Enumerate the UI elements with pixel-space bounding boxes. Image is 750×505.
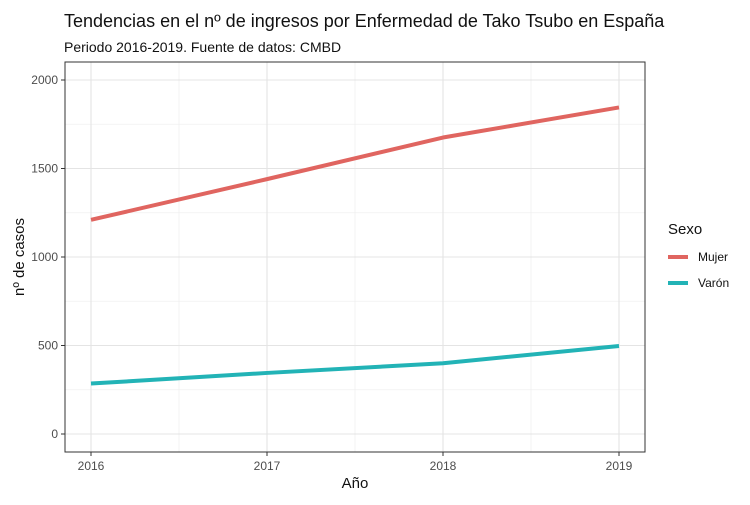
y-tick-label: 2000 xyxy=(31,73,58,87)
x-tick-label: 2017 xyxy=(254,459,281,473)
y-tick-label: 0 xyxy=(51,427,58,441)
legend-title: Sexo xyxy=(668,221,702,238)
grid xyxy=(65,62,645,452)
y-tick-label: 1000 xyxy=(31,250,58,264)
chart-title: Tendencias en el nº de ingresos por Enfe… xyxy=(64,11,665,31)
x-axis: 2016 2017 2018 2019 xyxy=(78,452,633,473)
legend: Sexo Mujer Varón xyxy=(668,221,729,290)
x-tick-label: 2016 xyxy=(78,459,105,473)
series-line-2 xyxy=(90,344,620,386)
series-line-1 xyxy=(90,105,620,222)
y-tick-label: 500 xyxy=(38,339,58,353)
legend-label-2: Varón xyxy=(698,276,729,290)
series-lines xyxy=(90,105,620,386)
x-tick-label: 2019 xyxy=(606,459,633,473)
x-axis-label: Año xyxy=(342,475,369,492)
legend-label-1: Mujer xyxy=(698,250,728,264)
y-axis: 0 500 1000 1500 2000 xyxy=(31,73,65,441)
y-tick-label: 1500 xyxy=(31,162,58,176)
x-tick-label: 2018 xyxy=(430,459,457,473)
y-axis-label: nº de casos xyxy=(11,218,28,296)
chart-subtitle: Periodo 2016-2019. Fuente de datos: CMBD xyxy=(64,39,341,55)
